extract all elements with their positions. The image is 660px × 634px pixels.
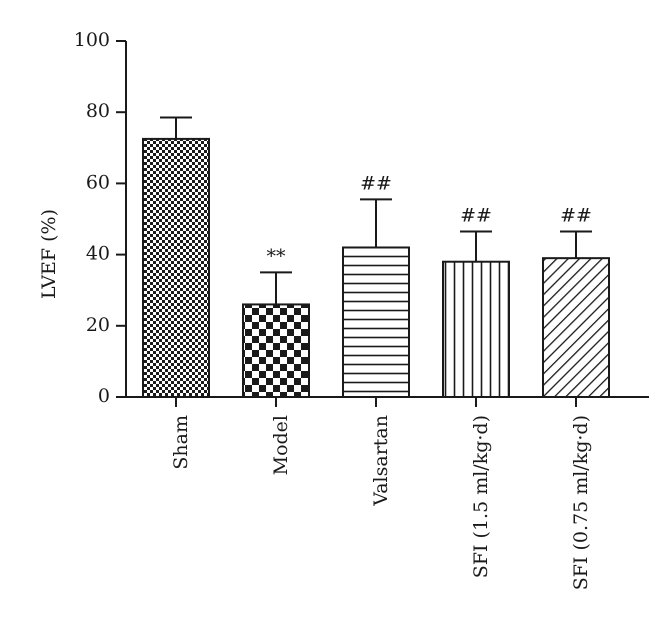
y-axis-ticks: 0 20 40 60 80 100 bbox=[74, 29, 126, 407]
bar bbox=[542, 257, 610, 398]
y-tick-label: 60 bbox=[86, 171, 110, 193]
bar bbox=[242, 303, 310, 398]
x-axis-labels: Sham Model Valsartan SFI (1.5 ml/kg·d) SFI (… bbox=[170, 397, 592, 590]
x-category-label: Valsartan bbox=[370, 415, 392, 507]
y-tick-label: 0 bbox=[98, 385, 110, 407]
x-category-label: SFI (0.75 ml/kg·d) bbox=[570, 415, 592, 590]
x-category-label: Model bbox=[270, 415, 292, 475]
x-category-label: SFI (1.5 ml/kg·d) bbox=[470, 415, 492, 578]
y-tick-label: 80 bbox=[86, 100, 110, 122]
y-tick-label: 20 bbox=[86, 314, 110, 336]
significance-mark: ## bbox=[460, 204, 492, 226]
bar bbox=[142, 137, 210, 398]
y-tick-label: 40 bbox=[86, 243, 110, 265]
error-bars bbox=[160, 116, 592, 305]
bar bbox=[442, 260, 510, 398]
significance-mark: ** bbox=[267, 245, 287, 267]
y-tick-label: 100 bbox=[74, 29, 110, 51]
significance-mark: ## bbox=[360, 172, 392, 194]
bar bbox=[342, 246, 410, 398]
x-category-label: Sham bbox=[170, 415, 192, 470]
significance-mark: ## bbox=[560, 204, 592, 226]
significance-annotations: ** ## ## ## bbox=[267, 172, 592, 267]
y-axis-title: LVEF (%) bbox=[38, 209, 60, 299]
